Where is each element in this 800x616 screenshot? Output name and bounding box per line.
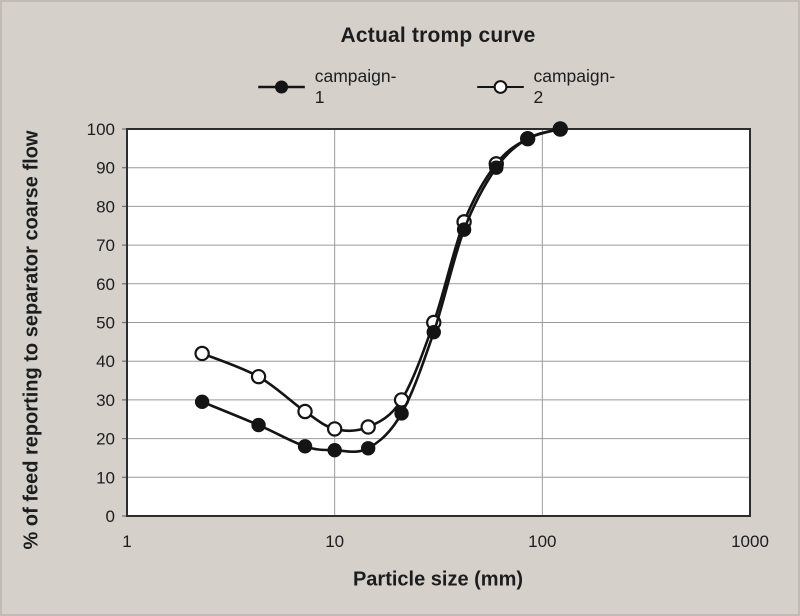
y-tick-label: 70 <box>96 236 115 255</box>
y-tick-label: 80 <box>96 197 115 216</box>
data-point-campaign-1 <box>456 222 472 237</box>
filled-circle-marker-icon <box>258 80 305 94</box>
data-point-campaign-2 <box>250 368 267 385</box>
data-point-campaign-1 <box>394 406 409 421</box>
y-tick-label: 50 <box>96 314 115 333</box>
data-point-campaign-2 <box>326 421 343 437</box>
chart-title: Actual tromp curve <box>340 24 536 47</box>
data-point-campaign-2 <box>360 419 376 435</box>
data-point-campaign-2 <box>297 403 313 420</box>
x-tick-label: 10 <box>325 532 344 551</box>
data-point-campaign-1 <box>297 439 313 454</box>
legend-item-campaign-2: campaign-2 <box>476 66 619 108</box>
y-tick-label: 60 <box>96 275 115 294</box>
y-tick-label: 90 <box>96 159 115 178</box>
plot-border <box>126 128 751 517</box>
y-tick-label: 0 <box>106 507 115 526</box>
data-point-campaign-1 <box>194 394 210 410</box>
y-tick-label: 30 <box>96 391 115 410</box>
data-point-campaign-1 <box>360 441 376 456</box>
legend-label-campaign-2: campaign-2 <box>533 66 616 107</box>
data-point-campaign-1 <box>251 417 266 433</box>
y-tick-label: 10 <box>96 468 115 487</box>
data-point-campaign-1 <box>426 324 441 340</box>
y-tick-label: 100 <box>87 120 115 139</box>
legend: campaign-1 campaign-2 <box>257 66 618 108</box>
legend-item-campaign-1: campaign-1 <box>257 66 400 108</box>
data-point-campaign-2 <box>194 345 210 362</box>
data-point-campaign-1 <box>327 443 342 458</box>
data-point-campaign-1 <box>520 131 535 146</box>
x-tick-label: 1 <box>122 532 131 551</box>
series-line-campaign-2 <box>200 127 562 433</box>
x-axis-title: Particle size (mm) <box>352 568 524 591</box>
legend-label-campaign-1: campaign-1 <box>314 66 397 107</box>
open-circle-marker-icon <box>476 80 524 94</box>
data-point-campaign-1 <box>489 160 504 175</box>
y-tick-label: 20 <box>96 430 115 449</box>
x-tick-label: 100 <box>528 532 556 551</box>
data-point-campaign-1 <box>553 121 568 137</box>
x-tick-label: 1000 <box>731 532 769 551</box>
y-tick-label: 40 <box>96 352 115 371</box>
